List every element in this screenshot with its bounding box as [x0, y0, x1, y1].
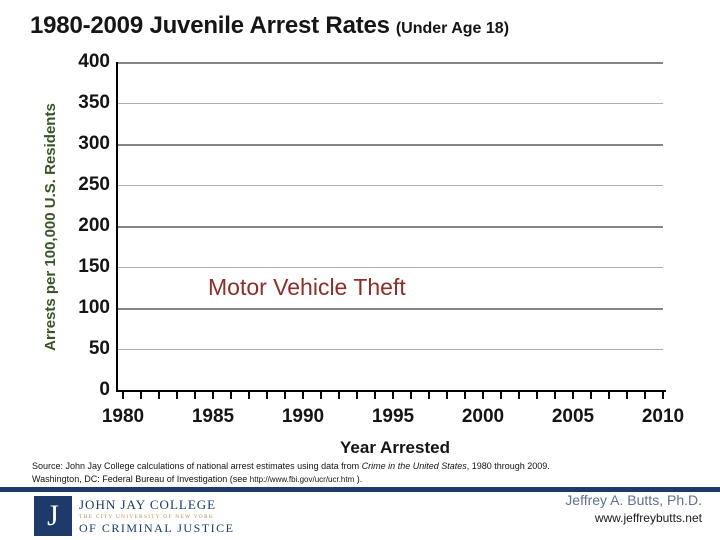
series-label: Motor Vehicle Theft	[208, 274, 406, 300]
logo-initial: J	[47, 499, 59, 532]
x-tick-label-2010: 2010	[641, 406, 685, 427]
x-tick-2003	[536, 392, 538, 399]
x-tick-2005	[572, 392, 574, 399]
john-jay-logo-text: JOHN JAY COLLEGE THE CITY UNIVERSITY OF …	[79, 497, 234, 536]
x-tick-2007	[608, 392, 610, 399]
logo-university-name: THE CITY UNIVERSITY OF NEW YORK	[79, 514, 215, 520]
gridline-200	[118, 226, 663, 228]
y-tick-label-400: 400	[78, 51, 110, 72]
x-tick-1990	[302, 392, 304, 399]
x-tick-1995	[392, 392, 394, 399]
source-line-2-suffix: ).	[354, 474, 363, 484]
x-tick-2009	[644, 392, 646, 399]
x-tick-2008	[626, 392, 628, 399]
gridline-400	[118, 62, 663, 64]
x-tick-1982	[158, 392, 160, 399]
source-line-1: Source: John Jay College calculations of…	[32, 460, 550, 473]
logo-school-name: OF CRIMINAL JUSTICE	[79, 521, 235, 535]
author-website: www.jeffreybutts.net	[594, 511, 702, 525]
x-tick-1992	[338, 392, 340, 399]
x-tick-1999	[464, 392, 466, 399]
source-line-1-suffix: , 1980 through 2009.	[466, 461, 550, 471]
y-tick-label-0: 0	[99, 379, 110, 400]
x-tick-label-2000: 2000	[461, 406, 505, 427]
x-tick-1981	[140, 392, 142, 399]
x-tick-1987	[248, 392, 250, 399]
john-jay-logo-icon: J	[34, 496, 72, 536]
chart-title-main: 1980-2009 Juvenile Arrest Rates	[30, 12, 390, 39]
source-line-2: Washington, DC: Federal Bureau of Invest…	[32, 473, 362, 486]
y-tick-label-350: 350	[78, 92, 110, 113]
source-line-2-prefix: Washington, DC: Federal Bureau of Invest…	[32, 474, 250, 484]
x-tick-1991	[320, 392, 322, 399]
y-tick-label-200: 200	[78, 215, 110, 236]
source-url: http://www.fbi.gov/ucr/ucr.htm	[249, 475, 355, 484]
chart-title: 1980-2009 Juvenile Arrest Rates (Under Ag…	[30, 12, 509, 40]
x-tick-1998	[446, 392, 448, 399]
x-tick-label-1985: 1985	[191, 406, 235, 427]
x-tick-1988	[266, 392, 268, 399]
x-tick-1989	[284, 392, 286, 399]
gridline-300	[118, 144, 663, 146]
x-tick-2004	[554, 392, 556, 399]
x-tick-1980	[122, 392, 124, 399]
gridline-350	[118, 103, 663, 104]
x-tick-1996	[410, 392, 412, 399]
x-tick-label-1980: 1980	[101, 406, 145, 427]
gridline-100	[118, 308, 663, 310]
gridline-250	[118, 185, 663, 186]
x-axis-title: Year Arrested	[340, 438, 450, 457]
x-axis-line	[116, 390, 666, 392]
x-tick-2001	[500, 392, 502, 399]
x-tick-2006	[590, 392, 592, 399]
x-tick-2002	[518, 392, 520, 399]
x-tick-label-2005: 2005	[551, 406, 595, 427]
y-axis-line	[116, 62, 118, 392]
y-tick-label-250: 250	[78, 174, 110, 195]
x-tick-1993	[356, 392, 358, 399]
x-tick-2010	[662, 392, 664, 399]
x-tick-label-1990: 1990	[281, 406, 325, 427]
y-tick-label-300: 300	[78, 133, 110, 154]
x-tick-1997	[428, 392, 430, 399]
x-tick-1994	[374, 392, 376, 399]
gridline-150	[118, 267, 663, 268]
x-tick-1985	[212, 392, 214, 399]
y-tick-label-100: 100	[78, 297, 110, 318]
author-name: Jeffrey A. Butts, Ph.D.	[565, 492, 702, 508]
source-line-1-prefix: Source: John Jay College calculations of…	[32, 461, 362, 471]
source-line-1-italic: Crime in the United States	[361, 461, 467, 471]
x-tick-1986	[230, 392, 232, 399]
x-tick-2000	[482, 392, 484, 399]
chart-title-sub: (Under Age 18)	[395, 20, 510, 37]
y-tick-label-150: 150	[78, 256, 110, 277]
x-tick-1984	[194, 392, 196, 399]
gridline-50	[118, 349, 663, 350]
footer-divider-bar	[0, 487, 720, 492]
y-tick-label-50: 50	[88, 338, 110, 359]
x-tick-label-1995: 1995	[371, 406, 415, 427]
x-tick-1983	[176, 392, 178, 399]
logo-college-name: JOHN JAY COLLEGE	[79, 497, 217, 512]
